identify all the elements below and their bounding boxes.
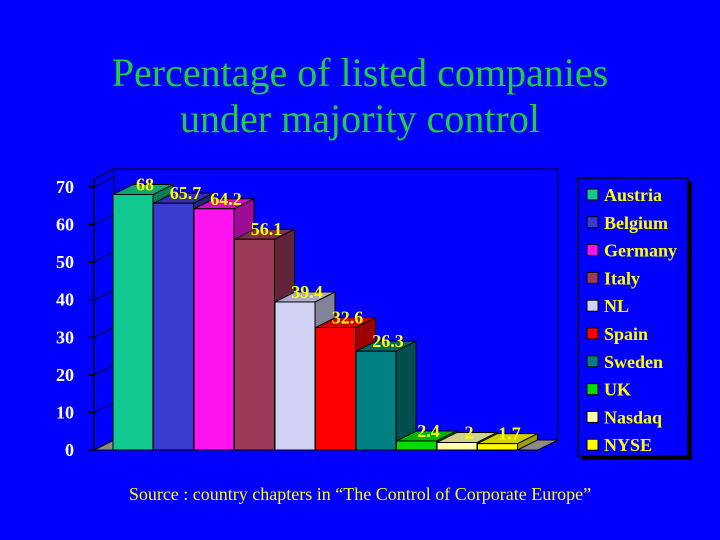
bar-front	[355, 350, 397, 451]
source-note: Source : country chapters in “The Contro…	[128, 484, 592, 504]
legend-item: NL	[586, 296, 629, 316]
legend-label: Sweden	[604, 352, 663, 372]
bars	[112, 183, 538, 451]
y-tick-gridline	[93, 364, 115, 376]
data-label: 64.2	[210, 189, 242, 209]
bar	[477, 432, 538, 451]
legend-swatch	[586, 355, 599, 368]
data-label: 26.3	[372, 331, 404, 351]
y-tick-gridline	[93, 214, 115, 225]
bar-front	[234, 238, 275, 451]
legend-item: Nasdaq	[586, 407, 662, 427]
bar-front	[193, 208, 235, 451]
data-label: 1.7	[498, 424, 521, 444]
bar-front	[315, 327, 356, 451]
y-tick-gridline	[93, 439, 115, 451]
bar-front	[274, 301, 316, 451]
legend-label: NL	[604, 296, 629, 316]
legend-item: Italy	[586, 268, 640, 288]
y-tick-gridline	[93, 176, 115, 188]
y-tick-gridline	[93, 289, 115, 301]
legend-item: NYSE	[586, 435, 652, 455]
legend-label: NYSE	[604, 435, 652, 455]
legend-item: Belgium	[586, 213, 668, 233]
y-tick-label: 30	[56, 327, 74, 347]
chart-title-line-1: Percentage of listed companies	[111, 50, 609, 95]
data-label: 68	[136, 175, 154, 195]
y-tick-label: 20	[56, 365, 74, 385]
legend-label: Belgium	[604, 213, 668, 233]
legend-item: Germany	[586, 241, 677, 261]
bar	[355, 340, 417, 451]
bar-front	[153, 202, 194, 451]
bar-front	[477, 443, 518, 451]
y-tick-label: 0	[65, 440, 74, 460]
legend-swatch	[586, 216, 599, 229]
data-label: 56.1	[251, 219, 283, 239]
y-tick-label: 60	[56, 215, 74, 235]
chart-title: Percentage of listed companies under maj…	[0, 50, 720, 142]
bar-front	[396, 440, 437, 451]
legend-swatch	[586, 271, 599, 284]
data-label: 2	[465, 422, 474, 442]
data-labels: 68 65.7 64.2 56.1 39.4 32.6 26.3 2.4 2 1.7	[136, 175, 521, 444]
bar-front	[436, 441, 478, 451]
legend-swatch	[586, 383, 599, 396]
legend: Austria Belgium Germany Italy NL Spain Sweden U…	[577, 177, 692, 460]
legend-swatch	[586, 410, 599, 423]
legend-swatch	[586, 299, 599, 312]
legend-label: UK	[604, 380, 631, 400]
data-label: 2.4	[417, 421, 440, 441]
y-tick-label: 40	[56, 290, 74, 310]
bar-front	[112, 194, 154, 451]
data-label: 39.4	[291, 282, 323, 302]
legend-label: Spain	[604, 324, 648, 344]
data-label: 65.7	[170, 183, 202, 203]
legend-label: Nasdaq	[604, 407, 662, 427]
y-tick-label: 70	[56, 177, 74, 197]
data-label: 32.6	[332, 308, 364, 328]
chart-title-line-2: under majority control	[180, 96, 540, 141]
legend-swatch	[586, 188, 599, 201]
y-tick-gridline	[93, 402, 115, 413]
legend-item: Sweden	[586, 352, 663, 372]
y-tick-label: 50	[56, 252, 74, 272]
legend-item: Austria	[586, 185, 662, 205]
legend-item: UK	[586, 380, 631, 400]
legend-label: Italy	[604, 268, 640, 288]
y-axis-ticks: 0 10 20 30 40 50 60 70	[56, 176, 115, 460]
legend-item: Spain	[586, 324, 648, 344]
y-tick-gridline	[93, 251, 115, 263]
legend-label: Austria	[604, 185, 662, 205]
legend-label: Germany	[604, 241, 677, 261]
legend-swatch	[586, 244, 599, 257]
legend-swatch	[586, 327, 599, 340]
y-tick-gridline	[93, 326, 115, 338]
y-tick-label: 10	[56, 402, 74, 422]
legend-swatch	[586, 438, 599, 451]
